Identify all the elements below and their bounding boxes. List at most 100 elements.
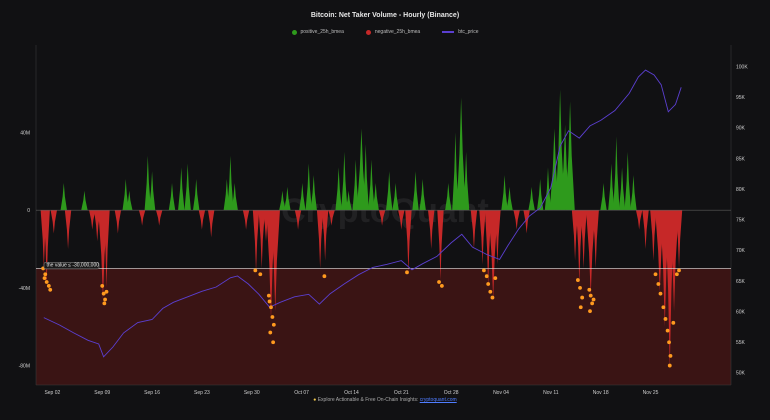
chart-legend: positive_25h_bmea negative_25h_bmea btc_… (0, 29, 770, 35)
bar (144, 155, 151, 211)
highlight-point (671, 320, 676, 325)
bar (193, 179, 200, 211)
bar (412, 171, 419, 211)
highlight-point (677, 268, 681, 273)
bar (544, 167, 552, 211)
grid-lines (35, 45, 732, 386)
x-tick-label: Sep 30 (244, 390, 260, 396)
legend-item-price[interactable]: btc_price (442, 29, 479, 35)
bar (341, 151, 348, 211)
right-tick-label: 75K (736, 218, 746, 224)
legend-positive-marker (291, 29, 297, 35)
highlight-point (576, 278, 580, 282)
right-tick-label: 95K (736, 95, 746, 101)
legend-item-positive[interactable]: positive_25h_bmea (291, 29, 344, 35)
bar (576, 210, 583, 284)
x-axis: Sep 02 Sep 09 Sep 16 Sep 23 Sep 30 Oct 07 Oct … (44, 390, 658, 396)
bar (310, 175, 317, 211)
bar (148, 171, 156, 211)
highlight-point (591, 297, 596, 302)
highlight-point (667, 340, 671, 345)
legend-negative-label: negative_25h_bmea (374, 29, 421, 35)
bar (122, 179, 129, 211)
bar (405, 210, 412, 273)
bar (669, 210, 679, 312)
right-tick-label: 90K (736, 126, 746, 132)
x-tick-label: Nov 18 (593, 390, 609, 396)
bar (600, 182, 607, 211)
footer: ● Explore Actionable & Free On-Chain Ins… (0, 397, 770, 403)
highlight-point (267, 299, 272, 304)
bar (488, 210, 498, 300)
x-tick-label: Oct 28 (444, 390, 459, 396)
highlight-point (653, 272, 658, 277)
bar (378, 210, 386, 226)
highlight-point (322, 274, 327, 279)
bar (89, 210, 96, 230)
bar (138, 210, 146, 226)
bar (528, 186, 535, 211)
highlight-point (101, 291, 106, 296)
bar (462, 151, 470, 211)
bar (571, 210, 579, 261)
highlight-point (253, 268, 258, 273)
bar (103, 210, 110, 288)
bar (335, 167, 342, 211)
footer-text: Explore Actionable & Free On-Chain Insig… (317, 397, 419, 403)
right-tick-label: 55K (736, 340, 746, 346)
highlight-point (43, 272, 48, 277)
highlight-point (587, 287, 592, 292)
bar (437, 210, 444, 281)
highlight-point (271, 340, 276, 345)
threshold-label: the value ≤ -30,000,000 (47, 263, 100, 269)
x-tick-label: Sep 09 (94, 390, 110, 396)
right-tick-label: 70K (736, 248, 746, 254)
legend-negative-marker (365, 29, 371, 35)
bar (155, 210, 163, 226)
footer-link[interactable]: cryptoquant.com (419, 397, 457, 403)
bar (536, 179, 544, 211)
bar (635, 210, 643, 230)
highlight-points (41, 266, 681, 368)
bar (184, 163, 191, 211)
threshold-label-box: the value ≤ -30,000,000 (43, 262, 100, 270)
btc-price-line (43, 69, 682, 358)
highlight-point (578, 285, 582, 290)
bar (592, 210, 599, 269)
bar (356, 128, 367, 211)
bar (352, 159, 359, 211)
bar (445, 182, 452, 211)
highlight-point (580, 295, 585, 300)
highlight-point (493, 276, 498, 281)
x-tick-label: Sep 23 (194, 390, 210, 396)
x-tick-label: Sep 02 (44, 390, 60, 396)
bar (428, 210, 435, 249)
bar (456, 97, 466, 211)
highlight-point (667, 363, 672, 368)
left-tick-label: 0 (27, 208, 30, 214)
highlight-point (590, 301, 595, 306)
chart-title: Bitcoin: Net Taker Volume - Hourly (Bina… (310, 12, 460, 19)
bar (231, 182, 238, 211)
bar (321, 210, 329, 261)
bar (501, 175, 508, 211)
highlight-point (663, 317, 668, 321)
bar (316, 210, 324, 269)
bar (345, 190, 352, 211)
bar (494, 210, 501, 265)
bar (580, 210, 587, 269)
legend-item-negative[interactable]: negative_25h_bmea (365, 29, 421, 35)
highlight-point (661, 305, 666, 310)
highlight-point (484, 274, 489, 279)
highlight-point (490, 295, 495, 300)
right-tick-label: 60K (736, 309, 746, 315)
highlight-point (668, 353, 673, 358)
highlight-point (100, 284, 105, 288)
highlight-point (271, 322, 276, 327)
bar (523, 210, 530, 234)
bar (50, 210, 58, 234)
highlight-point (588, 309, 592, 314)
highlight-point (658, 291, 663, 296)
bar (168, 182, 176, 211)
